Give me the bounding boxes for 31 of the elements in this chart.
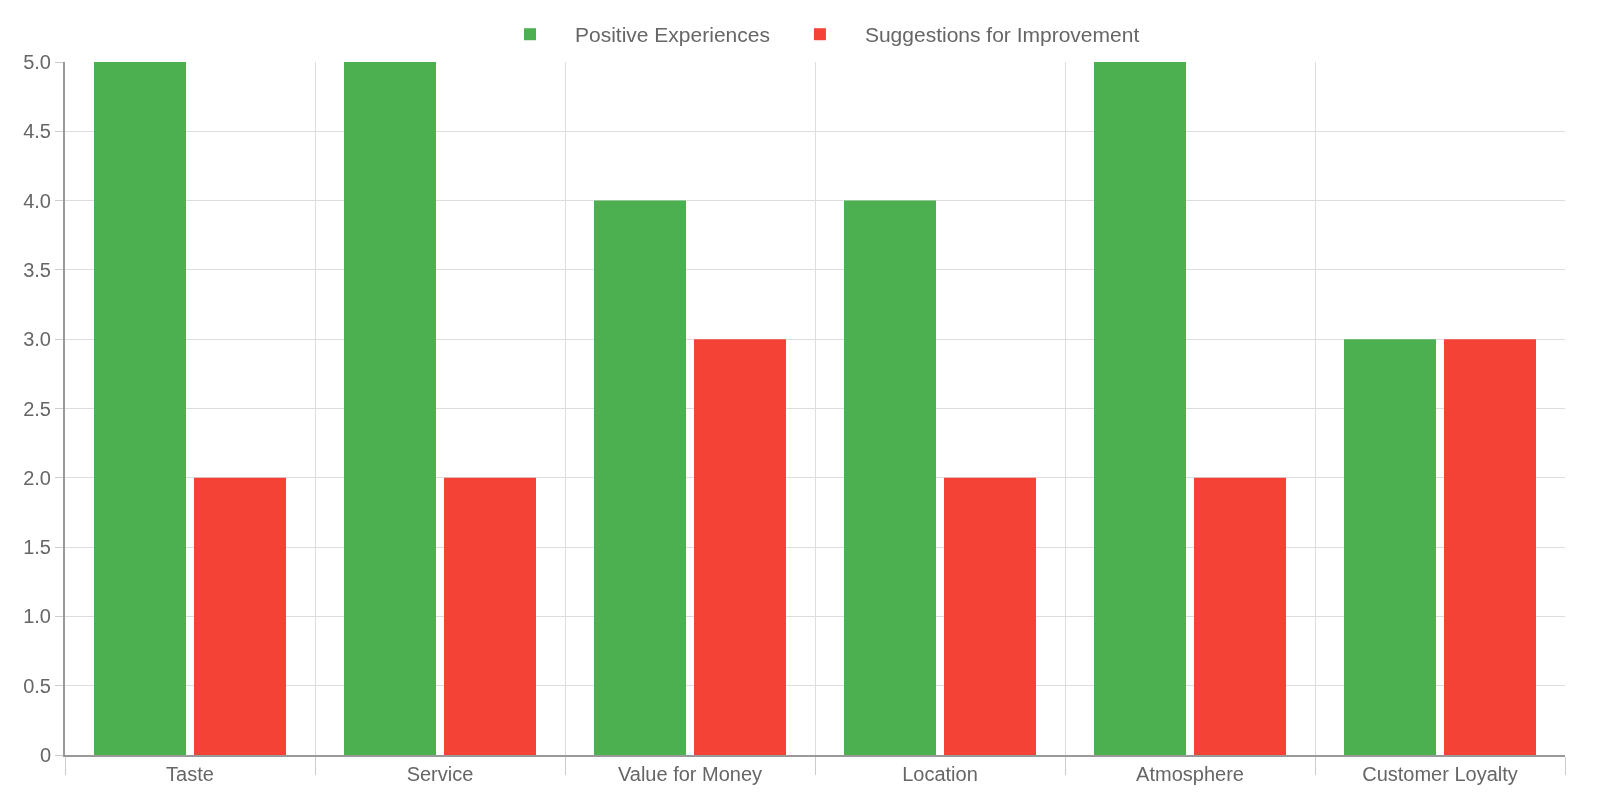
bar bbox=[1194, 477, 1286, 755]
y-tick-label: 0.5 bbox=[23, 674, 51, 697]
y-tick-label: 4.0 bbox=[23, 189, 51, 212]
x-tick-label: Customer Loyalty bbox=[1362, 763, 1518, 785]
x-tick-label: Location bbox=[902, 763, 978, 785]
bar bbox=[94, 62, 186, 755]
y-tick-label: 3.0 bbox=[23, 328, 51, 351]
y-tick-label: 4.5 bbox=[23, 120, 51, 143]
y-tick-label: 2.0 bbox=[23, 466, 51, 489]
bar bbox=[1444, 339, 1536, 755]
bar bbox=[444, 477, 536, 755]
legend-label: Suggestions for Improvement bbox=[864, 23, 1140, 47]
bar bbox=[944, 477, 1036, 755]
bar bbox=[1344, 339, 1436, 755]
legend-label: Positive Experiences bbox=[575, 23, 770, 47]
bar bbox=[344, 62, 436, 755]
bar bbox=[594, 200, 686, 755]
y-tick-label: 5.0 bbox=[23, 51, 51, 73]
y-tick-label: 2.5 bbox=[23, 397, 51, 420]
x-tick-label: Taste bbox=[166, 763, 214, 785]
x-tick-label: Atmosphere bbox=[1136, 763, 1244, 785]
bar bbox=[194, 477, 286, 755]
y-tick-label: 1.5 bbox=[23, 536, 51, 559]
bar bbox=[844, 200, 936, 755]
bar bbox=[694, 339, 786, 755]
bar bbox=[1094, 62, 1186, 755]
x-tick-label: Service bbox=[406, 763, 474, 785]
y-tick-label: 3.5 bbox=[23, 258, 51, 281]
y-tick-label: 1.0 bbox=[23, 605, 51, 628]
y-tick-label: 0 bbox=[39, 744, 51, 766]
x-tick-label: Value for Money bbox=[617, 763, 763, 785]
